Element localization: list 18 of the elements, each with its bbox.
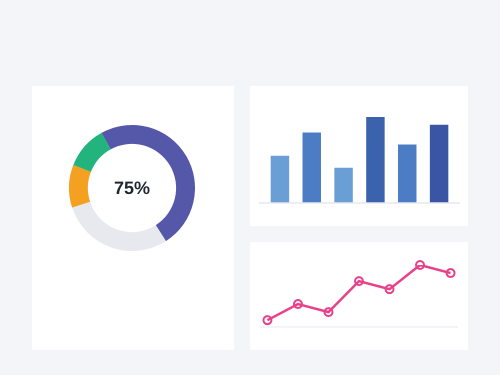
- donut-slice: [73, 132, 111, 172]
- point: [446, 268, 456, 278]
- point: [415, 260, 426, 270]
- bar: [302, 132, 321, 203]
- bar: [430, 124, 448, 203]
- point: [354, 276, 364, 286]
- point: [384, 284, 395, 294]
- bar: [398, 144, 416, 203]
- text: 75%: [114, 178, 150, 198]
- bar: [270, 156, 290, 203]
- bar: [366, 117, 385, 203]
- point: [292, 299, 303, 310]
- donut-slice: [72, 202, 166, 251]
- bar: [334, 168, 353, 203]
- point: [262, 315, 272, 326]
- donut-slice: [69, 165, 91, 208]
- point: [323, 307, 334, 318]
- donut-slice: [101, 125, 195, 242]
